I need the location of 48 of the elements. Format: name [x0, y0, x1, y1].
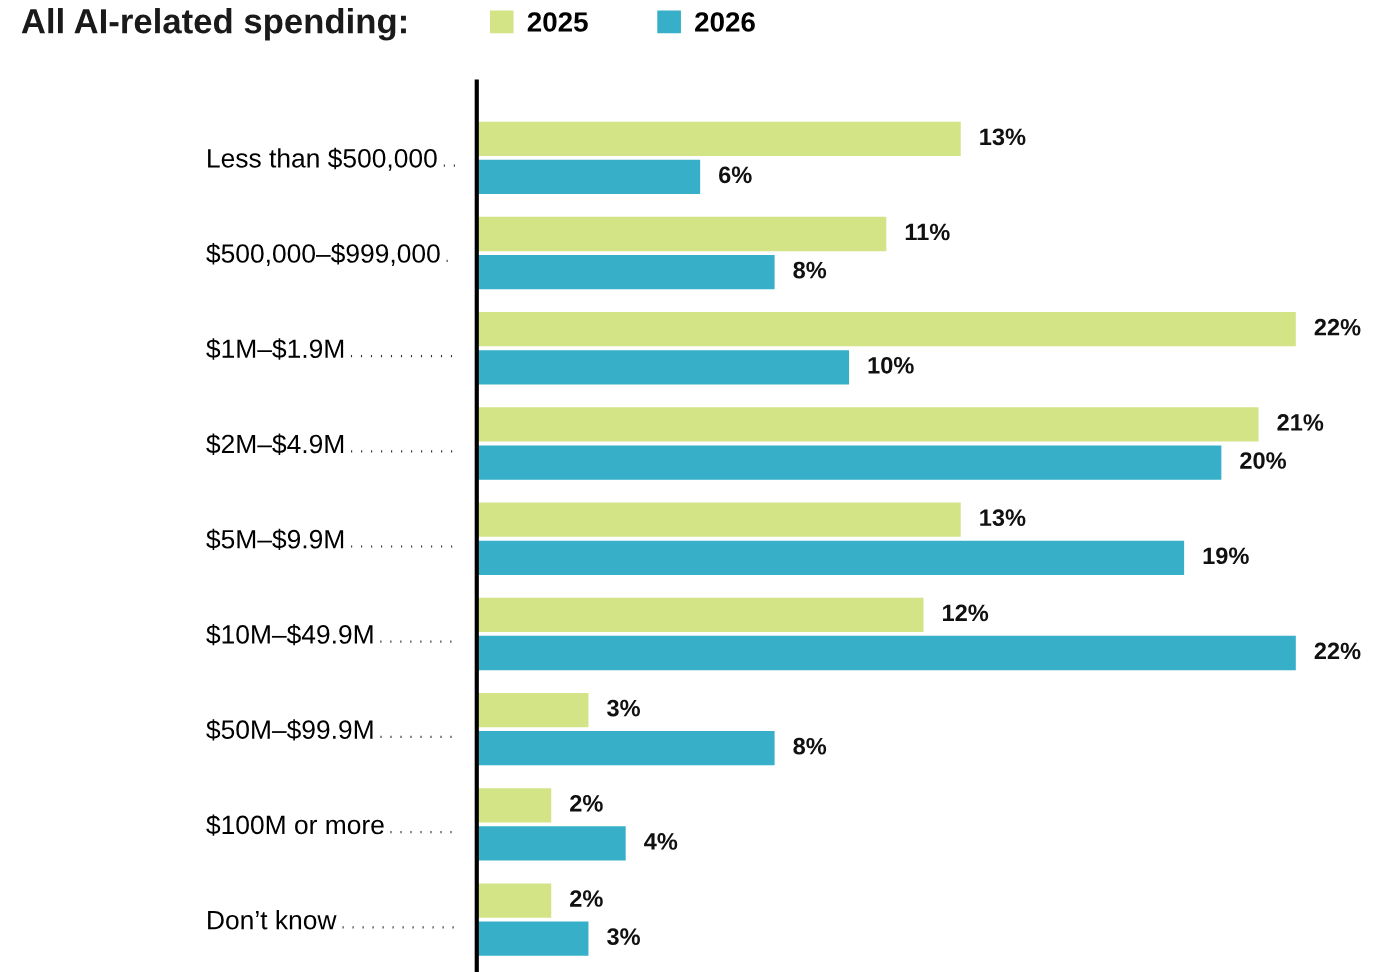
- bar: [476, 159, 701, 195]
- data-label: 4%: [644, 833, 678, 850]
- y-tick-label: Less than $500,000: [208, 147, 437, 171]
- bar: [476, 121, 961, 156]
- bar: [476, 216, 887, 252]
- data-label: 2%: [570, 890, 603, 907]
- bar: [476, 502, 961, 537]
- y-tick-label: $50M–$99.9M: [206, 719, 373, 741]
- data-label: 13%: [980, 509, 1026, 527]
- data-label: 8%: [793, 737, 827, 755]
- data-label: 2%: [570, 794, 603, 812]
- data-label: 22%: [1314, 318, 1361, 336]
- data-label: 20%: [1240, 452, 1287, 469]
- bar: [476, 407, 1259, 442]
- bar: [476, 692, 589, 728]
- y-tick-label: $500,000–$999,000: [206, 243, 440, 266]
- legend-label: 2026: [695, 12, 755, 32]
- data-label: 21%: [1277, 414, 1324, 431]
- bar: [476, 635, 1296, 671]
- y-tick-label: $10M–$49.9M: [206, 623, 373, 646]
- y-tick-label: $2M–$4.9M: [206, 433, 344, 455]
- y-tick-label: $1M–$1.9M: [206, 338, 344, 360]
- bar: [476, 445, 1222, 480]
- data-label: 19%: [1203, 547, 1249, 565]
- data-label: 12%: [943, 604, 989, 622]
- bar: [476, 597, 924, 633]
- chart-title: All AI-related spending:: [21, 8, 406, 41]
- bar: [476, 826, 626, 861]
- bar: [476, 788, 552, 823]
- bar: [476, 731, 775, 766]
- data-label: 8%: [793, 261, 827, 279]
- bar: [476, 921, 589, 956]
- data-label: 11%: [905, 223, 950, 241]
- bar: [476, 350, 850, 385]
- data-label: 3%: [607, 928, 640, 946]
- bar: [476, 540, 1185, 575]
- data-label: 22%: [1314, 642, 1361, 660]
- data-label: 13%: [980, 128, 1026, 146]
- data-label: 6%: [719, 166, 752, 184]
- y-tick-label: $100M or more: [206, 814, 384, 836]
- bar: [476, 883, 552, 918]
- y-tick-label: Don’t know: [208, 910, 337, 930]
- data-label: 10%: [868, 356, 914, 374]
- legend-label: 2025: [527, 12, 588, 32]
- bar: [476, 312, 1296, 347]
- y-tick-label: $5M–$9.9M: [206, 528, 344, 551]
- data-label: 3%: [607, 699, 640, 717]
- bar: [476, 254, 775, 290]
